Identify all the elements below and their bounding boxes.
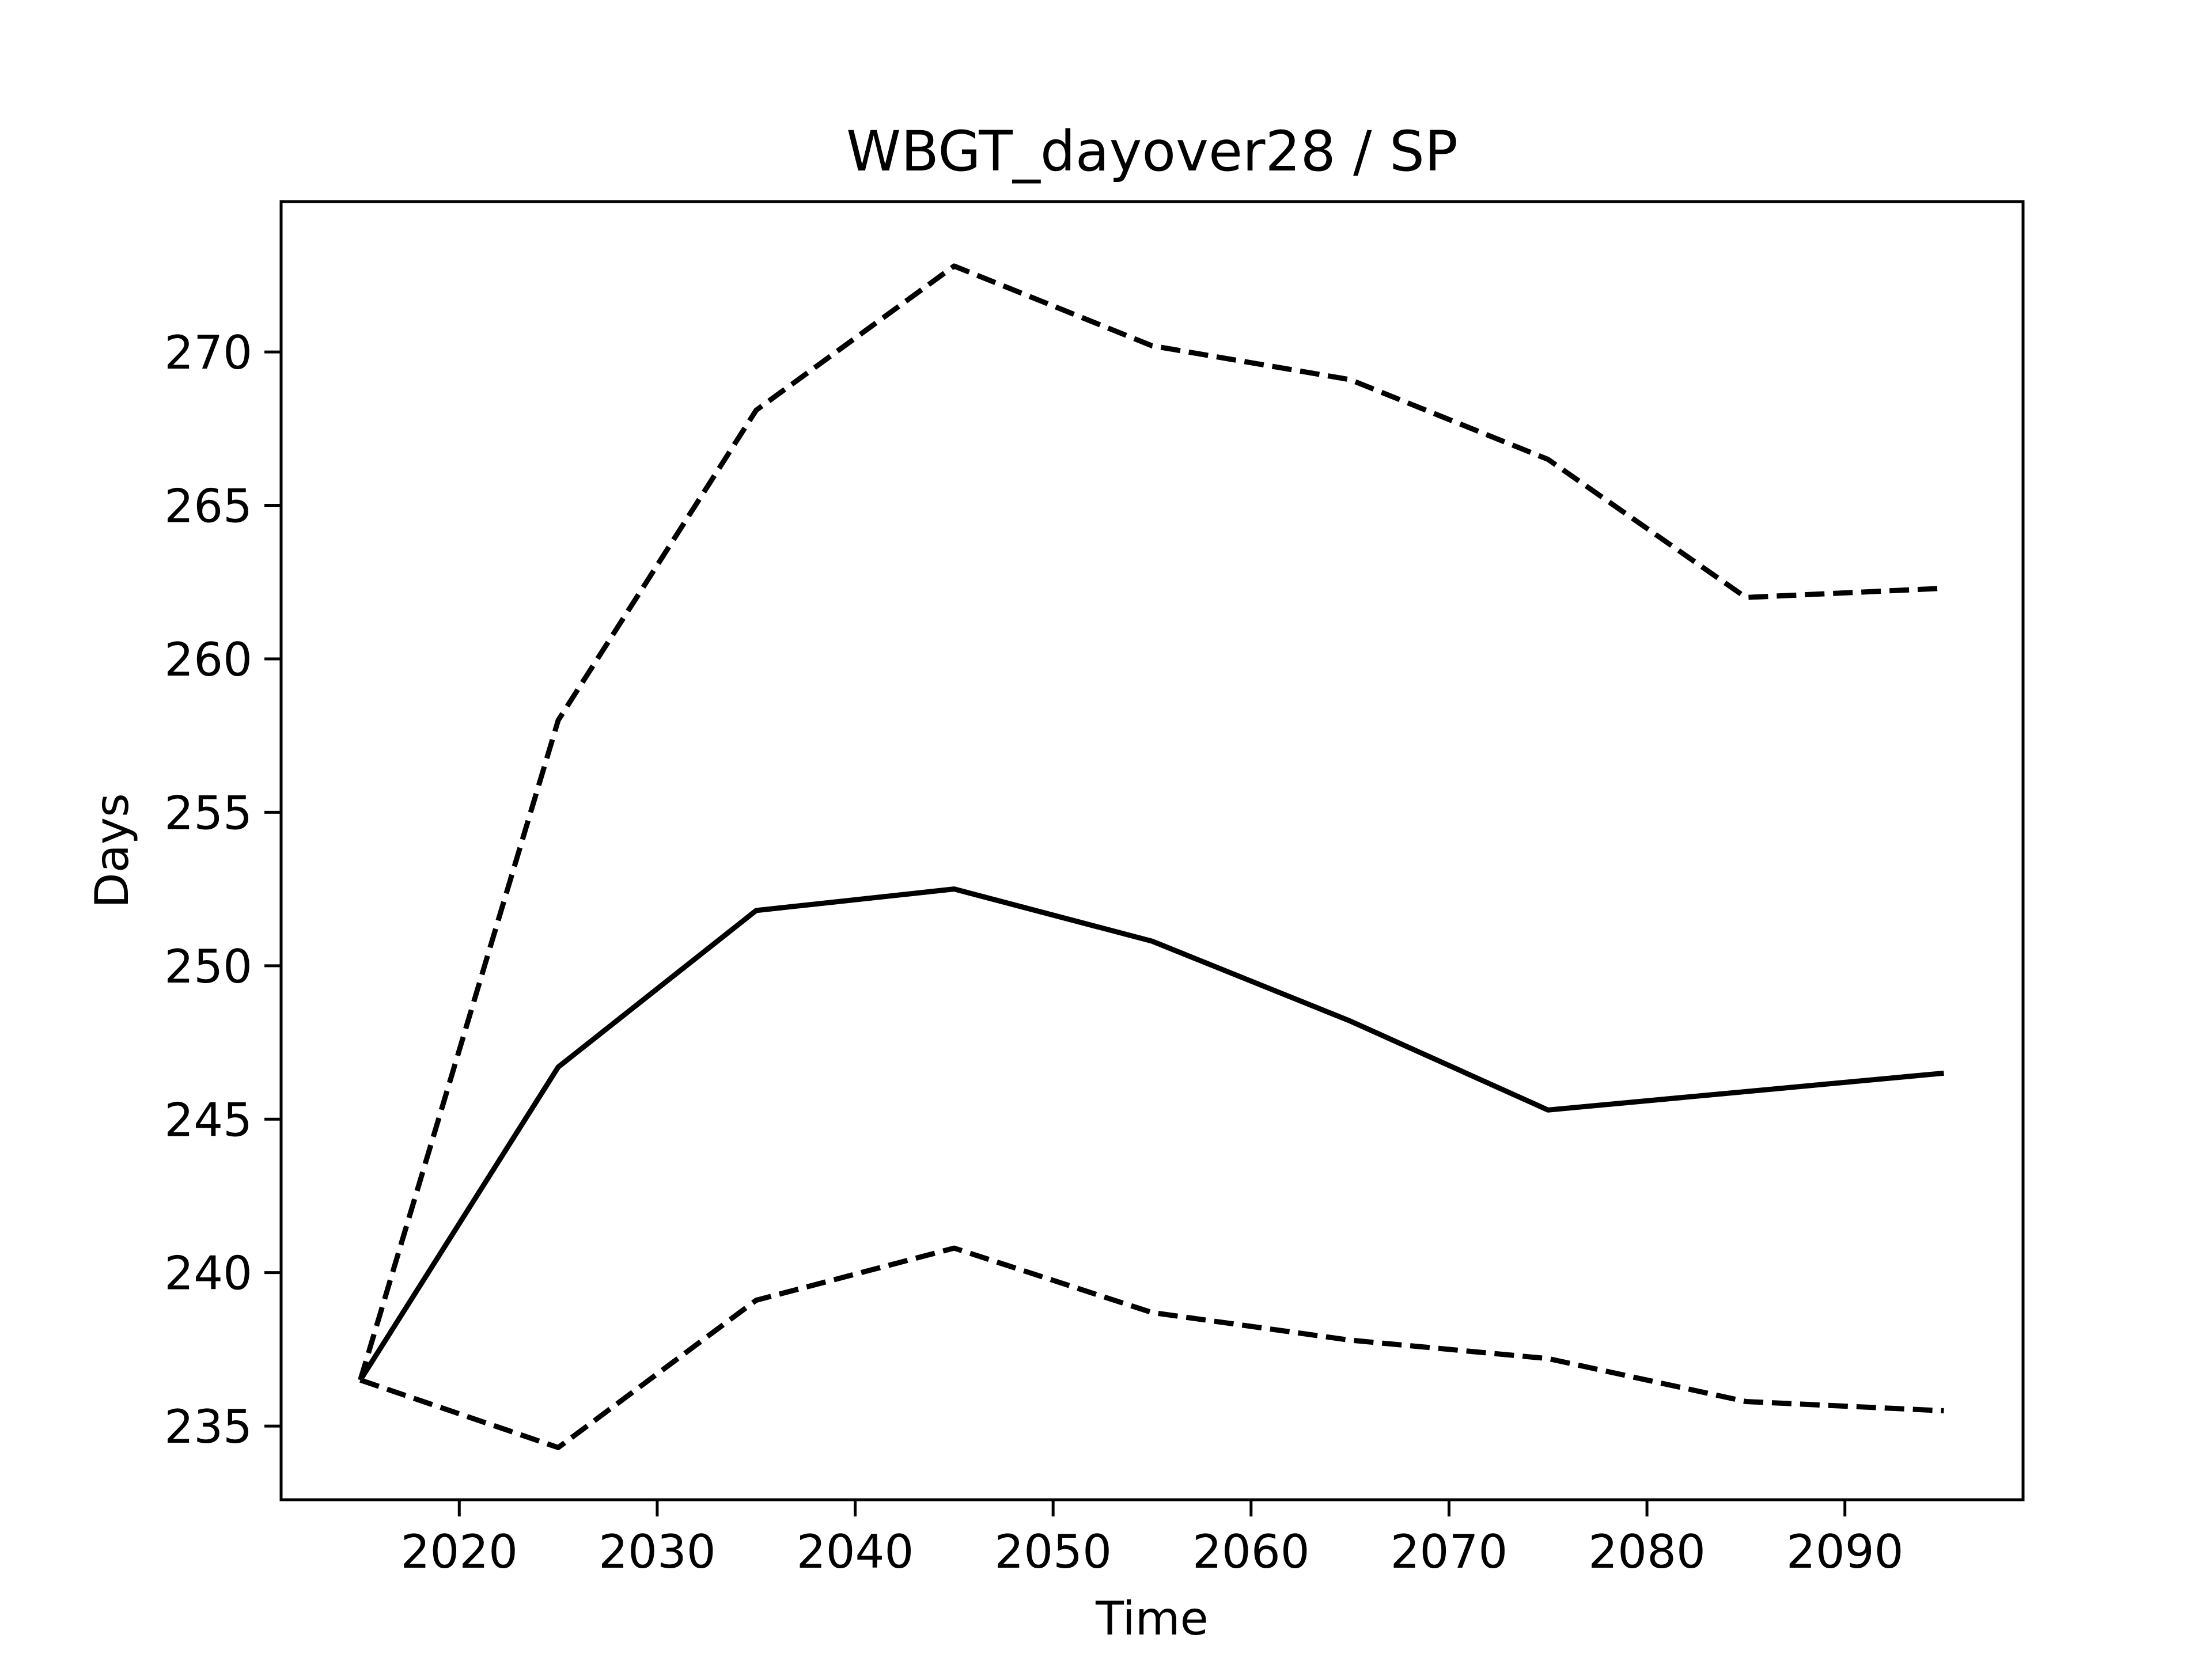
x-tick-label: 2050 — [994, 1525, 1112, 1579]
plot-frame — [279, 200, 2025, 1501]
y-tick-label: 260 — [164, 633, 252, 687]
x-tick-label: 2090 — [1786, 1525, 1904, 1579]
series-line-2 — [358, 886, 1944, 1382]
series-line-3 — [359, 1245, 1944, 1450]
x-tick-label: 2040 — [797, 1525, 914, 1579]
y-tick-label: 245 — [164, 1093, 252, 1147]
x-tick-label: 2020 — [400, 1525, 518, 1579]
chart-title: WBGT_dayover28 / SP — [846, 119, 1458, 184]
y-tick-label: 250 — [164, 940, 252, 993]
series-layer — [358, 263, 1944, 1450]
x-axis: 2020 2030 2040 2050 2060 2070 2080 2090 — [400, 1500, 1904, 1579]
y-tick-label: 255 — [164, 786, 252, 840]
y-tick-label: 235 — [164, 1400, 252, 1454]
x-tick-label: 2060 — [1192, 1525, 1310, 1579]
y-axis: 235 240 245 250 255 260 265 270 — [164, 326, 281, 1454]
y-tick-label: 265 — [164, 480, 252, 533]
x-tick-label: 2080 — [1588, 1525, 1706, 1579]
y-tick-label: 240 — [164, 1247, 252, 1300]
x-axis-label: Time — [1095, 1592, 1209, 1645]
x-tick-label: 2030 — [599, 1525, 716, 1579]
x-tick-label: 2070 — [1391, 1525, 1508, 1579]
y-axis-label: Days — [85, 793, 139, 908]
y-tick-label: 270 — [164, 326, 252, 380]
series-line-1 — [358, 263, 1944, 1381]
